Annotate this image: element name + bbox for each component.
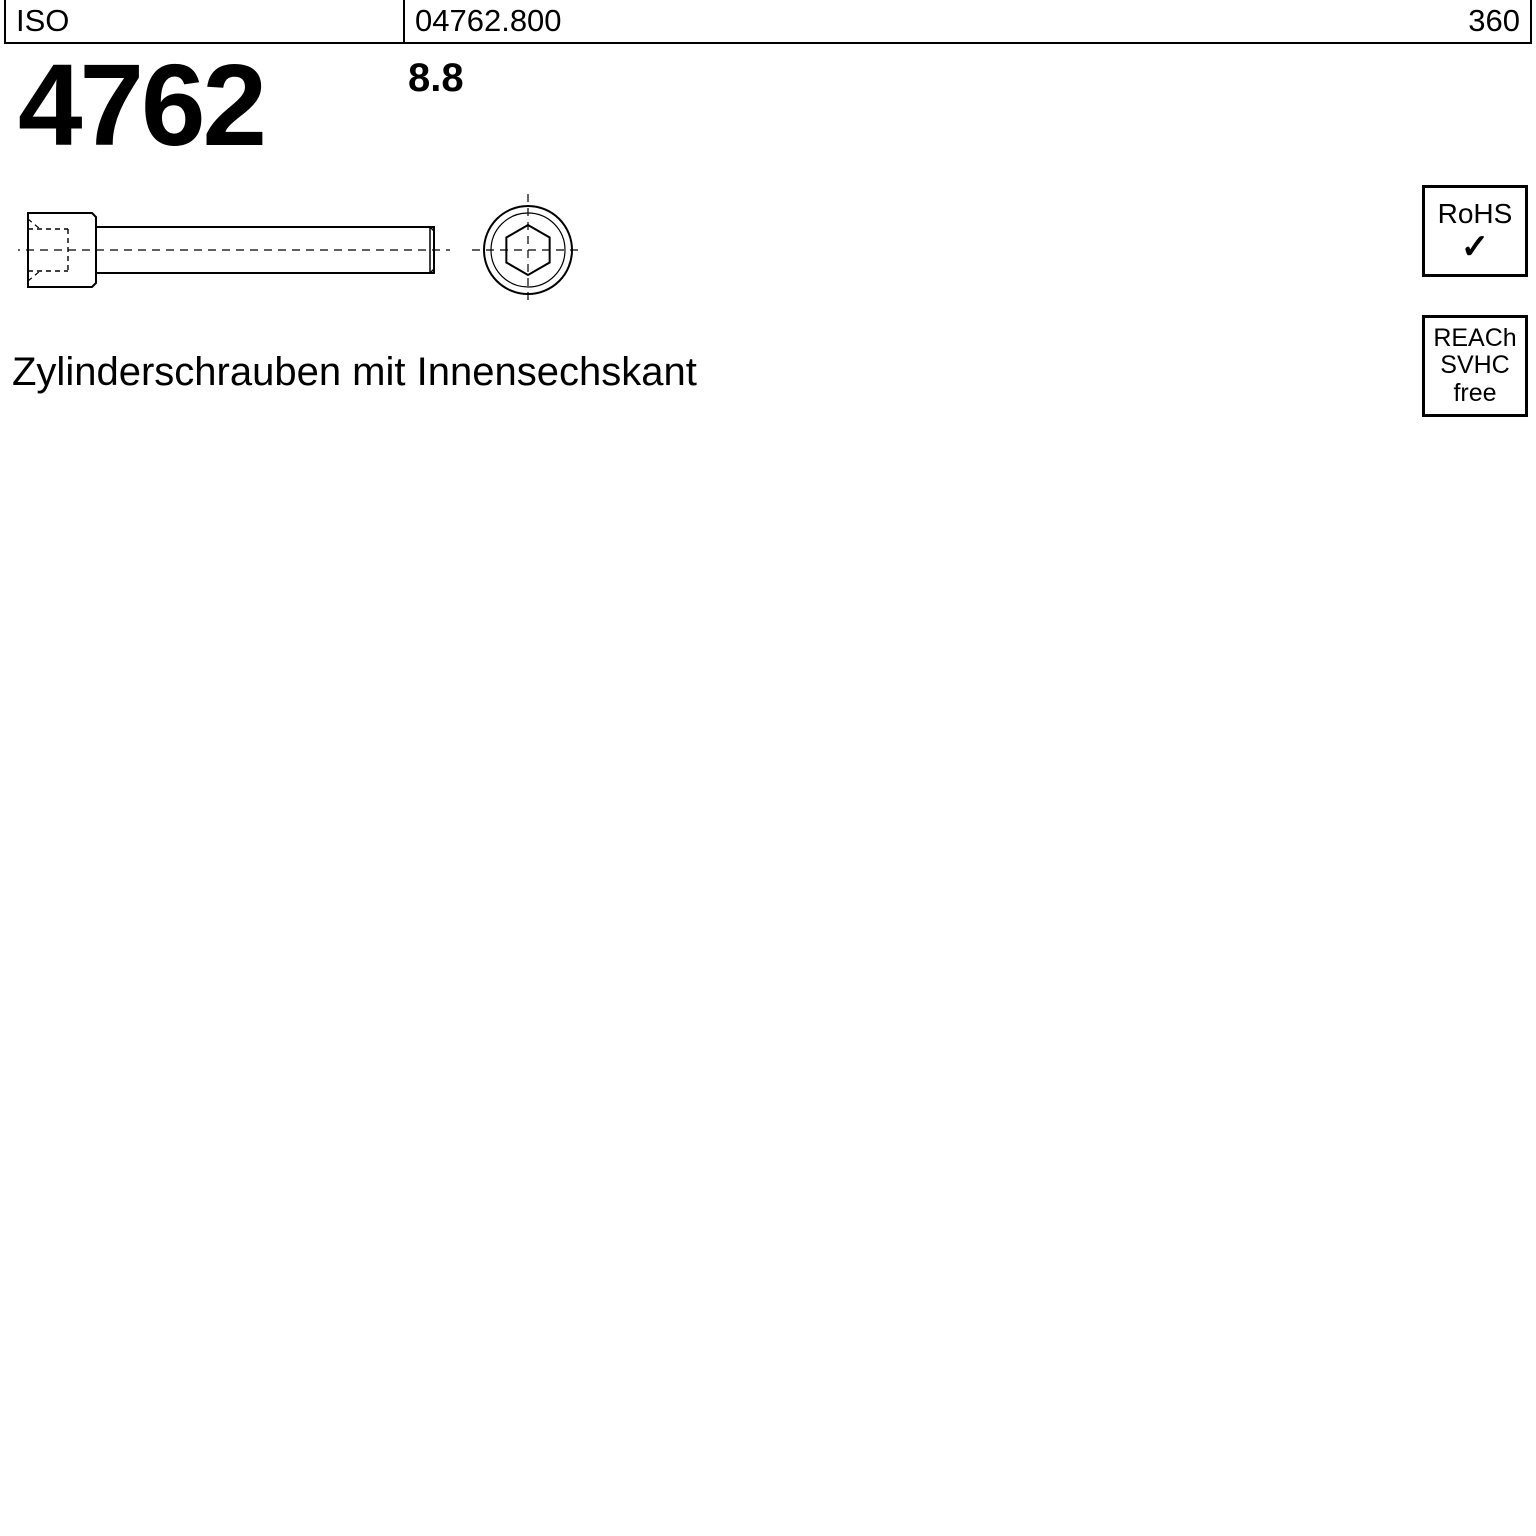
checkmark-icon: ✓ <box>1461 230 1490 264</box>
ref-number: 360 <box>1468 3 1520 39</box>
header-ref: 360 <box>1410 0 1530 42</box>
reach-line-1: REACh <box>1433 325 1516 353</box>
header-code: 04762.800 <box>405 0 1410 42</box>
code-value: 04762.800 <box>415 3 562 39</box>
product-description: Zylinderschrauben mit Innensechskant <box>12 350 697 395</box>
screw-diagram-svg <box>18 185 618 315</box>
reach-line-2: SVHC <box>1440 352 1509 380</box>
rohs-badge: RoHS ✓ <box>1422 185 1528 277</box>
reach-line-3: free <box>1453 380 1496 408</box>
reach-badge: REACh SVHC free <box>1422 315 1528 417</box>
standard-prefix: ISO <box>16 3 69 39</box>
standard-number: 4762 <box>18 38 264 172</box>
technical-drawing <box>18 185 618 315</box>
strength-grade: 8.8 <box>408 56 464 101</box>
header-standard: ISO <box>6 0 405 42</box>
rohs-label: RoHS <box>1438 198 1513 230</box>
